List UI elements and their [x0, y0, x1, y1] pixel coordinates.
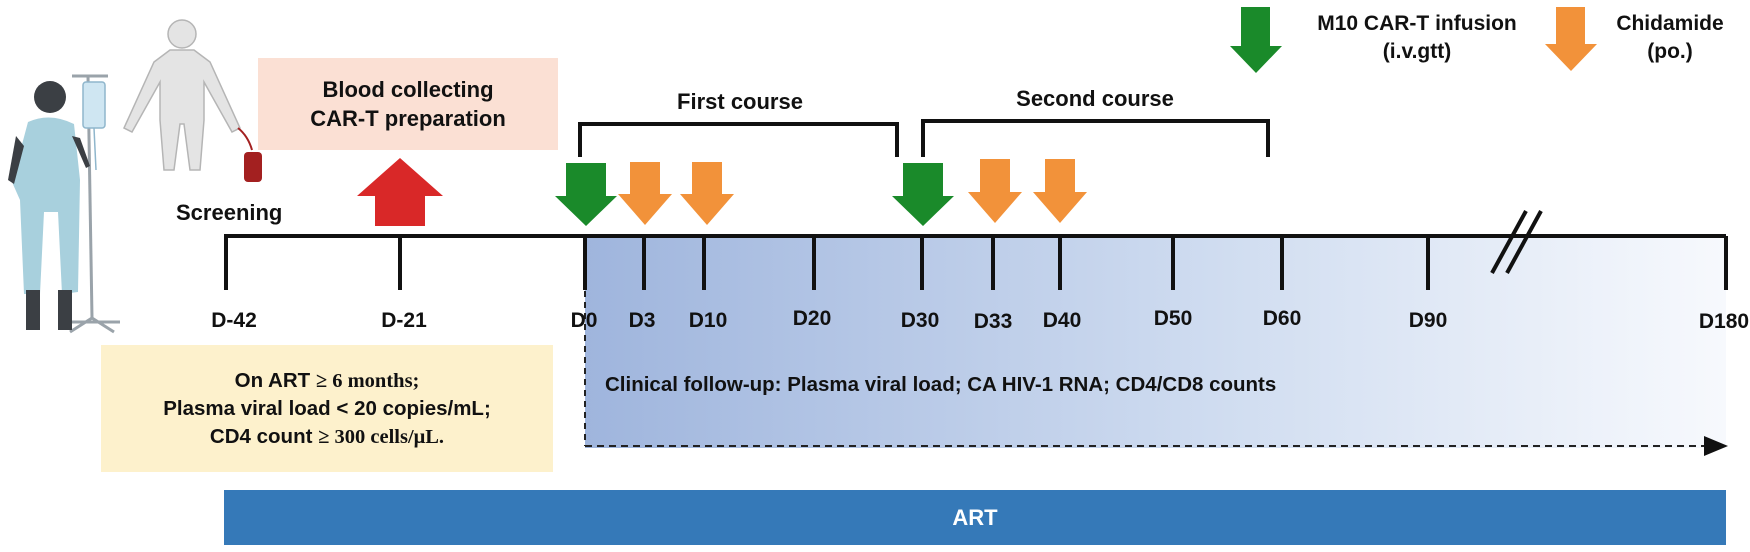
day-label: D0 — [571, 309, 598, 332]
axis-ticks — [224, 236, 1728, 290]
criteria-line3: CD4 count ≥ 300 cells/μL. — [209, 424, 445, 448]
legend-chidamide-line2: (po.) — [1647, 40, 1693, 63]
first-course-bracket — [578, 122, 899, 157]
criteria-line2: Plasma viral load < 20 copies/mL; — [163, 396, 491, 420]
legend-car-t-arrow-icon — [1230, 7, 1282, 73]
followup-region — [585, 236, 1726, 448]
legend-car-t: M10 CAR-T infusion (i.v.gtt) — [1287, 10, 1547, 66]
day-label: D60 — [1263, 307, 1302, 330]
day-label: D30 — [901, 309, 940, 332]
legend-chidamide-arrow-icon — [1545, 7, 1597, 71]
inclusion-criteria-box: On ART ≥ 6 months; Plasma viral load < 2… — [101, 345, 553, 472]
axis-break-icon — [1490, 210, 1543, 274]
blood-collection-arrow-icon — [357, 158, 443, 226]
screening-label: Screening — [176, 200, 282, 225]
legend-car-t-line1: M10 CAR-T infusion — [1317, 12, 1517, 35]
car-t-infusion-arrow-icon — [555, 163, 617, 226]
criteria-line1: On ART ≥ 6 months; — [234, 368, 420, 392]
day-label: D90 — [1409, 309, 1448, 332]
legend-chidamide-line1: Chidamide — [1616, 12, 1724, 35]
chidamide-arrow-icon — [618, 162, 672, 225]
chidamide-arrow-icon — [680, 162, 734, 225]
day-label: D180 — [1699, 310, 1749, 333]
followup-label: Clinical follow-up: Plasma viral load; C… — [605, 373, 1277, 396]
day-label: D-21 — [381, 309, 427, 332]
second-course-label: Second course — [1016, 86, 1174, 111]
first-course-label: First course — [677, 89, 803, 114]
day-label: D40 — [1043, 309, 1082, 332]
day-label: D10 — [689, 309, 728, 332]
patient-iv-icon — [8, 74, 120, 334]
second-course-bracket — [921, 119, 1270, 157]
day-label: D3 — [629, 309, 656, 332]
preparation-line2: CAR-T preparation — [310, 106, 506, 131]
day-label: D50 — [1154, 307, 1193, 330]
legend-car-t-line2: (i.v.gtt) — [1382, 40, 1452, 63]
day-label: D-42 — [211, 309, 257, 332]
legend-chidamide: Chidamide (po.) — [1595, 10, 1745, 66]
car-t-infusion-arrow-icon — [892, 163, 954, 226]
blood-donor-icon — [123, 19, 262, 182]
art-bar: ART — [224, 490, 1726, 545]
art-label: ART — [952, 504, 998, 530]
day-label: D33 — [974, 310, 1013, 333]
preparation-box: Blood collecting CAR-T preparation — [258, 58, 558, 150]
chidamide-arrow-icon — [968, 159, 1022, 223]
chidamide-arrow-icon — [1033, 159, 1087, 223]
preparation-line1: Blood collecting — [322, 77, 494, 102]
day-label: D20 — [793, 307, 832, 330]
